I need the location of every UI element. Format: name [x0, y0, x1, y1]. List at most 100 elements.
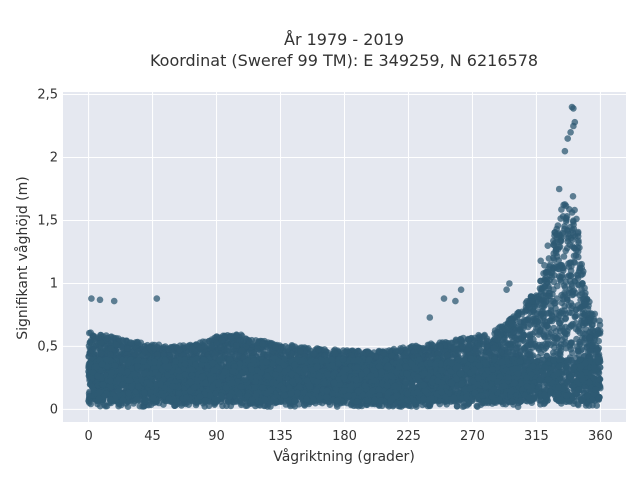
scatter-point — [310, 350, 318, 358]
scatter-point — [527, 341, 535, 349]
scatter-point — [437, 343, 444, 350]
scatter-point — [315, 345, 322, 353]
scatter-point — [555, 243, 563, 251]
scatter-point — [259, 340, 267, 348]
scatter-point — [568, 304, 575, 312]
scatter-point — [528, 318, 535, 325]
scatter-point — [541, 262, 548, 269]
scatter-point — [551, 344, 558, 351]
scatter-point — [570, 252, 578, 260]
points-layer — [85, 103, 604, 411]
chart-title-line2: Koordinat (Sweref 99 TM): E 349259, N 62… — [150, 51, 538, 70]
scatter-point — [578, 271, 585, 279]
scatter-point — [535, 308, 542, 316]
scatter-point — [550, 324, 558, 332]
scatter-point — [565, 263, 573, 271]
scatter-point — [529, 330, 536, 338]
scatter-point — [591, 336, 598, 344]
scatter-point — [561, 340, 568, 348]
scatter-point — [562, 247, 569, 255]
scatter-point — [585, 310, 592, 318]
scatter-point — [564, 273, 571, 281]
scatter-point — [545, 255, 553, 262]
scatter-point — [412, 343, 420, 350]
scatter-point — [569, 193, 577, 200]
scatter-point — [497, 348, 505, 356]
scatter-point — [589, 342, 596, 349]
scatter-point — [150, 345, 158, 353]
chart-title-line1: År 1979 - 2019 — [284, 30, 404, 49]
scatter-point — [493, 335, 501, 343]
scatter-point — [526, 303, 533, 311]
scatter-point — [564, 294, 571, 302]
scatter-point — [95, 334, 102, 341]
scatter-point — [97, 339, 105, 347]
scatter-point — [554, 282, 561, 290]
scatter-point — [561, 289, 568, 297]
scatter-point — [254, 345, 261, 352]
scatter-point — [444, 351, 451, 359]
scatter-point — [233, 331, 240, 339]
scatter-point — [546, 317, 554, 324]
scatter-point — [511, 334, 519, 341]
scatter-point — [560, 201, 567, 209]
scatter-point — [557, 215, 564, 222]
scatter-point — [545, 309, 553, 317]
scatter-point — [540, 346, 548, 354]
scatter-point — [549, 349, 557, 357]
scatter-point — [576, 329, 584, 337]
scatter-point — [596, 327, 604, 335]
scatter-point — [570, 218, 577, 226]
scatter-point — [124, 403, 132, 411]
scatter-point — [540, 332, 548, 340]
scatter-point — [300, 401, 308, 408]
scatter-point — [561, 284, 569, 291]
scatter-point — [162, 343, 169, 350]
scatter-point — [520, 331, 528, 338]
scatter-point — [596, 317, 603, 325]
scatter-point — [561, 223, 568, 230]
scatter-point — [518, 308, 526, 316]
scatter-point — [555, 343, 563, 351]
scatter-point — [557, 278, 565, 285]
scatter-point — [562, 314, 570, 322]
scatter-point — [127, 339, 135, 346]
scatter-point — [585, 334, 593, 341]
scatter-point — [226, 332, 234, 340]
scatter-point — [389, 402, 397, 410]
scatter-point — [118, 343, 125, 350]
scatter-point — [549, 297, 557, 305]
scatter-point — [544, 340, 552, 348]
scatter-point — [540, 314, 547, 322]
scatter-point — [555, 312, 563, 319]
scatter-point — [326, 401, 334, 409]
scatter-point — [537, 277, 544, 285]
scatter-point — [567, 339, 575, 347]
scatter-point — [238, 332, 246, 340]
scatter-point — [590, 317, 598, 325]
scatter-point — [568, 322, 575, 330]
scatter-point — [554, 253, 561, 260]
scatter-point — [577, 347, 585, 354]
scatter-point — [499, 336, 507, 344]
scatter-point — [536, 327, 544, 335]
scatter-point — [421, 346, 428, 354]
scatter-point — [491, 330, 498, 337]
scatter-point — [472, 348, 479, 355]
scatter-point — [575, 239, 582, 246]
scatter-point — [569, 291, 577, 298]
scatter-point — [87, 329, 94, 337]
scatter-point — [566, 241, 573, 248]
scatter-point — [561, 329, 568, 337]
scatter-point — [574, 248, 582, 255]
scatter-point — [556, 265, 563, 273]
scatter-point — [579, 305, 586, 313]
scatter-point — [217, 344, 225, 351]
scatter-point — [410, 348, 418, 356]
scatter-point — [134, 338, 141, 346]
scatter-point — [560, 253, 568, 260]
scatter-point — [113, 341, 120, 349]
scatter-point — [580, 317, 588, 324]
